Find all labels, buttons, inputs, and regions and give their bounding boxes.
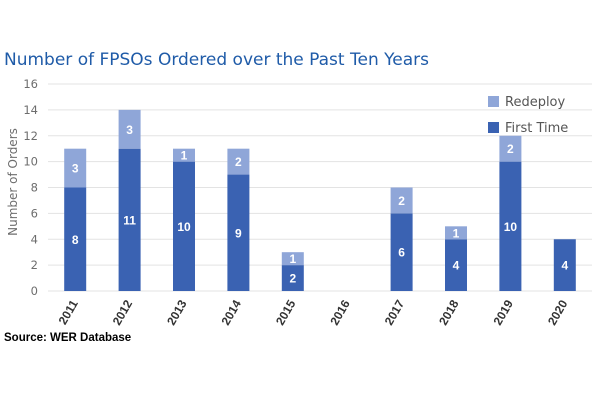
data-labels: 8 3 11 3 10 1 9 2 2 1 6 2 4 1 10 2 4 xyxy=(72,123,569,286)
y-axis-ticks: 0 2 4 6 8 10 12 14 16 xyxy=(23,77,38,298)
data-label: 2 xyxy=(398,194,405,208)
data-label: 2 xyxy=(289,272,296,286)
y-axis-label: Number of Orders xyxy=(6,128,20,236)
data-label: 1 xyxy=(289,252,296,266)
legend-label-first-time: First Time xyxy=(505,121,568,136)
data-label: 3 xyxy=(72,162,79,176)
x-tick-label: 2016 xyxy=(327,297,353,327)
bar-first-time xyxy=(64,187,87,291)
x-tick-label: 2011 xyxy=(56,297,81,327)
bar-redeploy xyxy=(227,148,250,175)
x-tick-label: 2013 xyxy=(164,297,190,327)
x-axis-ticks: 2011 2012 2013 2014 2015 2016 2017 2018 2019 2020 xyxy=(56,297,571,327)
y-tick-label: 10 xyxy=(23,155,38,169)
bars xyxy=(64,109,576,291)
data-label: 9 xyxy=(235,226,242,240)
data-label: 1 xyxy=(453,226,460,240)
bar-redeploy xyxy=(390,187,413,214)
bar-first-time xyxy=(553,239,576,291)
y-tick-label: 16 xyxy=(23,77,38,91)
data-label: 1 xyxy=(181,149,188,163)
x-tick-label: 2015 xyxy=(273,297,299,327)
x-tick-label: 2018 xyxy=(436,297,462,327)
data-label: 8 xyxy=(72,233,79,247)
bar-redeploy xyxy=(281,252,304,266)
data-label: 6 xyxy=(398,246,405,260)
legend: Redeploy First Time xyxy=(488,95,568,136)
legend-swatch-first-time xyxy=(488,122,499,133)
x-tick-label: 2014 xyxy=(219,297,245,327)
data-label: 10 xyxy=(177,220,191,234)
x-tick-label: 2012 xyxy=(110,297,136,327)
data-label: 4 xyxy=(453,259,460,273)
y-tick-label: 14 xyxy=(23,103,38,117)
bar-redeploy xyxy=(445,226,467,240)
y-tick-label: 8 xyxy=(31,181,38,195)
bar-first-time xyxy=(445,239,467,291)
x-tick-label: 2020 xyxy=(545,297,571,327)
data-label: 3 xyxy=(126,123,133,137)
y-tick-label: 0 xyxy=(31,284,38,298)
data-label: 4 xyxy=(561,259,568,273)
y-tick-label: 12 xyxy=(23,129,38,143)
legend-swatch-redeploy xyxy=(488,96,499,107)
y-tick-label: 2 xyxy=(31,258,38,272)
bar-redeploy xyxy=(118,109,141,149)
source-note: Source: WER Database xyxy=(4,332,132,344)
bar-redeploy xyxy=(499,135,522,162)
bar-redeploy xyxy=(64,148,87,188)
x-tick-label: 2017 xyxy=(382,297,408,327)
bar-first-time xyxy=(173,161,195,291)
y-tick-label: 4 xyxy=(31,232,38,246)
x-tick-label: 2019 xyxy=(491,297,517,327)
data-label: 2 xyxy=(235,155,242,169)
bar-first-time xyxy=(390,213,413,291)
data-label: 11 xyxy=(123,213,136,227)
data-label: 2 xyxy=(507,142,514,156)
bar-first-time xyxy=(499,161,522,291)
bar-first-time xyxy=(281,265,304,291)
bar-first-time xyxy=(227,174,250,291)
bar-redeploy xyxy=(173,148,195,162)
y-tick-label: 6 xyxy=(31,206,38,220)
legend-label-redeploy: Redeploy xyxy=(505,95,566,110)
chart-title: Number of FPSOs Ordered over the Past Te… xyxy=(4,50,429,70)
bar-first-time xyxy=(118,148,141,291)
data-label: 10 xyxy=(504,220,518,234)
